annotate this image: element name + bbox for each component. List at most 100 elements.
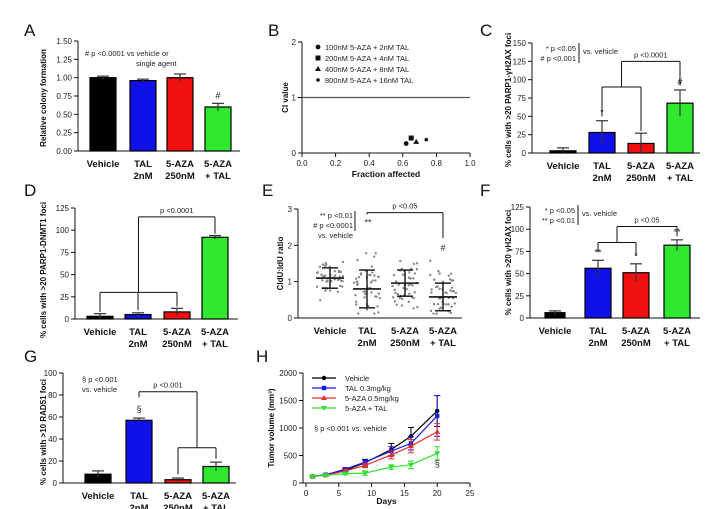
data-point [362,471,369,477]
y-tick-label: 1000 [279,424,297,433]
annotation-text: § p <0.001 [82,375,118,384]
data-point [432,302,436,306]
data-point [429,309,433,313]
y-tick-label: 125 [56,204,70,213]
data-point [429,259,432,262]
data-point [408,271,411,274]
data-point [315,285,319,288]
data-point [451,279,455,282]
data-point [355,280,359,283]
data-point [430,288,433,291]
data-point [448,278,452,281]
bar [204,106,232,152]
data-point [354,294,357,297]
x-tick-label: 0.0 [296,159,308,168]
y-tick-label: 2 [288,241,293,250]
y-tick-label: 0 [522,149,527,158]
data-point [370,271,374,274]
legend-marker [321,395,327,400]
data-point [370,265,374,268]
y-axis-label: CldU:IdU ratio [276,237,285,291]
data-point [374,252,377,255]
data-point [315,271,319,275]
y-axis-label: % cells with >20 PARP1-γH2AX foci [504,33,513,167]
data-point [341,279,344,283]
data-point [432,312,435,315]
category-label: 5-AZA [622,326,650,337]
panel-c: 0 25 50 75 100 125 150 C % cells with >20 PARP1-… [480,21,700,184]
panel-letter: A [24,21,36,40]
category-label: 5-AZA [627,161,655,172]
category-label: TAL [358,326,376,337]
category-label: 5-AZA [201,327,229,338]
category-label: + TAL [205,171,231,182]
annotation-text: § p <0.001 vs. vehicle [314,424,387,433]
significance-mark: # [215,90,220,100]
y-tick-label: 25 [515,292,524,301]
y-tick-label: 75 [517,94,526,103]
y-tick-label: 150 [513,39,527,48]
data-point [444,291,447,294]
category-label: 2nM [589,338,608,349]
data-point [337,270,341,274]
y-tick-label: 0 [288,314,293,323]
data-point [403,141,409,146]
data-point [413,272,416,275]
data-point [356,283,359,287]
data-point [364,292,367,296]
category-label: 5-AZA [666,161,694,172]
category-label: Vehicle [87,159,120,170]
data-point [402,286,405,290]
data-point [372,255,376,258]
y-tick-label: 1 [288,278,293,287]
data-point [453,302,457,305]
data-point [394,280,398,283]
data-point [412,262,416,266]
data-point [375,295,378,298]
x-tick-label: 5 [337,489,342,498]
panel-letter: C [480,21,492,40]
y-axis-label: % cells with >20 PARP1-DNMT1 foci [39,202,48,338]
legend-text: 100nM 5-AZA + 2nM TAL [325,43,409,52]
x-tick-label: 0 [304,489,309,498]
category-label: Vehicle [84,327,117,338]
data-point [373,312,376,315]
bar [584,267,612,319]
category-label: 5-AZA [204,159,232,170]
y-tick-label: 75 [60,248,69,257]
legend-text: 5-AZA 0.5mg/kg [345,394,399,403]
y-axis-label: % cells with >20 γH2AX foci [504,210,513,316]
p-value-label: p <0.001 [153,381,182,390]
data-point [367,304,370,308]
data-point [400,304,404,307]
p-value-label: p <0.0001 [634,50,668,59]
data-point [416,305,419,309]
y-tick-label: 100 [511,225,525,234]
y-tick-label: 0 [65,315,70,324]
data-point [356,258,359,262]
data-point [377,311,380,314]
legend-text: # p <0.0001 [313,221,353,230]
y-axis-label: % cells with >10 RAD51 foci [39,379,48,485]
data-point [437,269,440,273]
data-point [412,296,416,300]
data-point [395,303,398,306]
y-tick-label: 0 [520,314,525,323]
x-tick-label: 25 [466,489,475,498]
data-point [365,308,369,311]
y-tick-label: 3 [288,205,293,214]
y-tick-label: 1.50 [56,37,72,46]
category-label: 5-AZA [202,491,230,502]
data-point [429,273,432,277]
data-point [415,262,419,265]
data-point [320,273,323,276]
data-point [355,277,358,280]
data-point [407,284,411,287]
data-point [405,288,408,291]
data-point [324,289,327,292]
data-point [450,305,453,308]
data-point [377,292,381,295]
data-point [433,278,436,281]
data-point [392,273,396,277]
significance-mark: § [136,404,141,414]
